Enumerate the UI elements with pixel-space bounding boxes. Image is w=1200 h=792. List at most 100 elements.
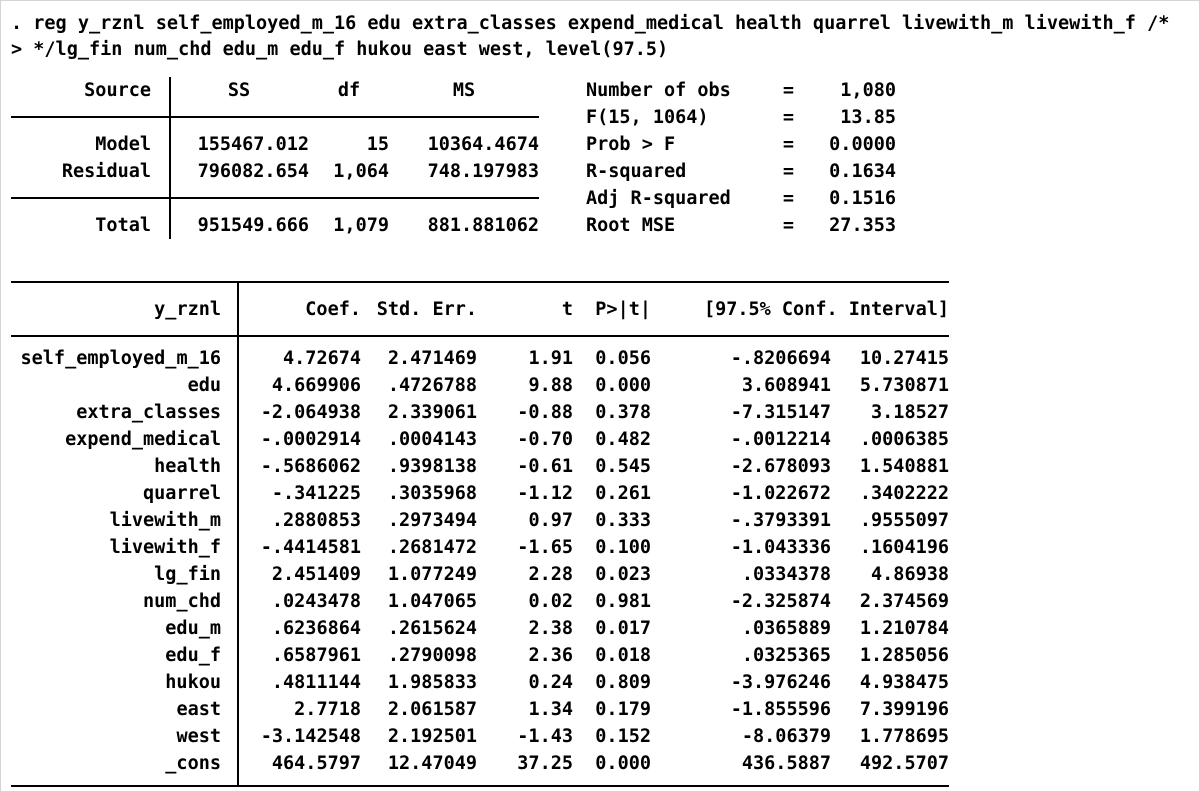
ci-high-value: 2.374569 bbox=[859, 591, 949, 612]
t-value: 2.38 bbox=[528, 618, 573, 639]
stat-value: 27.353 bbox=[829, 215, 896, 236]
ci-high-value: 4.938475 bbox=[859, 672, 949, 693]
variable-name: edu_m bbox=[165, 618, 221, 639]
ci-low-value: -1.022672 bbox=[730, 483, 831, 504]
stderr-value: 1.077249 bbox=[387, 564, 477, 585]
p-value: 0.018 bbox=[595, 645, 651, 666]
coef-value: .4811144 bbox=[271, 672, 361, 693]
p-value: 0.100 bbox=[595, 537, 651, 558]
variable-name: edu bbox=[187, 375, 221, 396]
anova-ms-value: 881.881062 bbox=[427, 215, 539, 236]
stderr-value: 2.339061 bbox=[387, 402, 477, 423]
anova-header-ss: SS bbox=[227, 80, 251, 101]
p-value: 0.000 bbox=[595, 375, 651, 396]
anova-header-row: Source SS df MS bbox=[11, 77, 541, 104]
header-std-err: Std. Err. bbox=[376, 298, 477, 320]
ci-high-value: 492.5707 bbox=[859, 753, 949, 774]
stat-equals: = bbox=[782, 188, 795, 209]
ci-high-value: .0006385 bbox=[859, 429, 949, 450]
p-value: 0.179 bbox=[595, 699, 651, 720]
variable-name: _cons bbox=[165, 753, 221, 774]
regression-row: health -.5686062 .9398138 -0.61 0.545 -2.6780… bbox=[11, 453, 949, 480]
stat-equals: = bbox=[782, 215, 795, 236]
anova-row-model: Model 155467.012 15 10364.4674 bbox=[11, 131, 541, 158]
p-value: 0.000 bbox=[595, 753, 651, 774]
variable-name: west bbox=[176, 726, 221, 747]
stat-label: R-squared bbox=[586, 161, 687, 182]
stat-equals: = bbox=[782, 107, 795, 128]
stat-value: 0.1634 bbox=[829, 161, 896, 182]
variable-name: num_chd bbox=[143, 591, 221, 612]
regression-row: livewith_f -.4414581 .2681472 -1.65 0.100 -1.… bbox=[11, 534, 949, 561]
stderr-value: .2790098 bbox=[387, 645, 477, 666]
model-stat-row: F(15, 1064) = 13.85 bbox=[586, 104, 896, 131]
coef-value: .6236864 bbox=[271, 618, 361, 639]
model-stat-row: R-squared = 0.1634 bbox=[586, 158, 896, 185]
variable-name: quarrel bbox=[143, 483, 221, 504]
ci-high-value: 5.730871 bbox=[859, 375, 949, 396]
ci-high-value: 7.399196 bbox=[859, 699, 949, 720]
ci-low-value: -.8206694 bbox=[730, 348, 831, 369]
ci-high-value: 1.285056 bbox=[859, 645, 949, 666]
variable-name: hukou bbox=[165, 672, 221, 693]
stat-equals: = bbox=[782, 134, 795, 155]
coef-value: -.4414581 bbox=[260, 537, 361, 558]
command-block: . reg y_rznl self_employed_m_16 edu extr… bbox=[11, 11, 1199, 63]
ci-low-value: 436.5887 bbox=[741, 753, 831, 774]
stderr-value: .3035968 bbox=[387, 483, 477, 504]
stat-label: Root MSE bbox=[586, 215, 676, 236]
stderr-value: 1.985833 bbox=[387, 672, 477, 693]
stderr-value: 2.192501 bbox=[387, 726, 477, 747]
ci-high-value: 1.210784 bbox=[859, 618, 949, 639]
ci-high-value: .1604196 bbox=[859, 537, 949, 558]
regression-row: edu_m .6236864 .2615624 2.38 0.017 .0365889 1.… bbox=[11, 615, 949, 642]
anova-source-label: Total bbox=[95, 215, 151, 236]
regression-row: edu 4.669906 .4726788 9.88 0.000 3.608941 5.73… bbox=[11, 372, 949, 399]
coef-value: 464.5797 bbox=[271, 753, 361, 774]
header-p: P>|t| bbox=[595, 298, 651, 320]
t-value: 0.02 bbox=[528, 591, 573, 612]
coef-value: 4.669906 bbox=[271, 375, 361, 396]
anova-header-source: Source bbox=[84, 80, 151, 101]
variable-name: health bbox=[154, 456, 221, 477]
regression-row: west -3.142548 2.192501 -1.43 0.152 -8.06379 1… bbox=[11, 723, 949, 750]
ci-high-value: 10.27415 bbox=[859, 348, 949, 369]
stat-equals: = bbox=[782, 161, 795, 182]
stat-equals: = bbox=[782, 80, 795, 101]
header-conf-interval: [97.5% Conf. Interval] bbox=[703, 298, 949, 320]
regression-table: y_rznl Coef. Std. Err. t P>|t| [97.5% Co… bbox=[11, 281, 949, 787]
model-stat-row: Number of obs = 1,080 bbox=[586, 77, 896, 104]
t-value: 1.34 bbox=[528, 699, 573, 720]
t-value: 2.28 bbox=[528, 564, 573, 585]
header-t: t bbox=[561, 298, 573, 320]
stat-value: 1,080 bbox=[840, 80, 896, 101]
ci-low-value: -7.315147 bbox=[730, 402, 831, 423]
coef-value: .2880853 bbox=[271, 510, 361, 531]
stat-value: 13.85 bbox=[840, 107, 896, 128]
regression-row: livewith_m .2880853 .2973494 0.97 0.333 -.379… bbox=[11, 507, 949, 534]
p-value: 0.809 bbox=[595, 672, 651, 693]
t-value: 1.91 bbox=[528, 348, 573, 369]
ci-high-value: .3402222 bbox=[859, 483, 949, 504]
ci-low-value: .0334378 bbox=[741, 564, 831, 585]
stderr-value: 12.47049 bbox=[387, 753, 477, 774]
t-value: 0.97 bbox=[528, 510, 573, 531]
t-value: -0.61 bbox=[517, 456, 573, 477]
stderr-value: .2973494 bbox=[387, 510, 477, 531]
coef-value: -2.064938 bbox=[260, 402, 361, 423]
ci-low-value: 3.608941 bbox=[741, 375, 831, 396]
anova-header-ms: MS bbox=[452, 80, 476, 101]
p-value: 0.261 bbox=[595, 483, 651, 504]
regression-row: num_chd .0243478 1.047065 0.02 0.981 -2.32587… bbox=[11, 588, 949, 615]
ci-low-value: -2.678093 bbox=[730, 456, 831, 477]
p-value: 0.056 bbox=[595, 348, 651, 369]
p-value: 0.152 bbox=[595, 726, 651, 747]
coef-value: -.341225 bbox=[271, 483, 361, 504]
anova-summary-section: Source SS df MS Model 155467.012 15 1036… bbox=[11, 77, 1199, 239]
anova-ms-value: 10364.4674 bbox=[427, 134, 539, 155]
t-value: 0.24 bbox=[528, 672, 573, 693]
ci-low-value: .0365889 bbox=[741, 618, 831, 639]
anova-ss-value: 951549.666 bbox=[197, 215, 309, 236]
regression-row: extra_classes -2.064938 2.339061 -0.88 0.378… bbox=[11, 399, 949, 426]
regression-row: _cons 464.5797 12.47049 37.25 0.000 436.5887 4… bbox=[11, 750, 949, 777]
